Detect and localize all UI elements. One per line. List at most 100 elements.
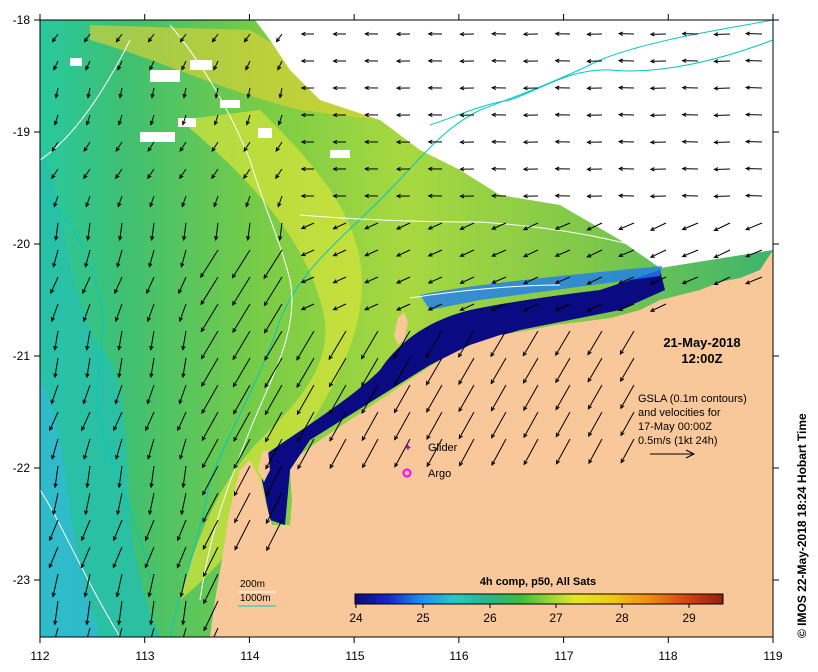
velocity-arrow [426, 384, 443, 413]
velocity-arrowhead [53, 202, 58, 208]
velocity-arrowhead [144, 536, 150, 542]
velocity-arrowhead [744, 112, 750, 117]
velocity-arrowhead [180, 510, 185, 516]
velocity-arrow [620, 384, 635, 409]
velocity-arrowhead [713, 140, 719, 145]
velocity-arrow [650, 276, 667, 285]
velocity-arrow [51, 303, 59, 322]
velocity-arrowhead [491, 279, 497, 284]
velocity-arrowhead [145, 426, 150, 432]
velocity-arrowhead [522, 307, 528, 312]
velocity-arrow [247, 87, 251, 98]
lat-tick-label: -23 [13, 573, 31, 587]
isobath-200m-3 [409, 284, 561, 299]
velocity-arrowhead [83, 37, 89, 43]
velocity-arrow [150, 114, 155, 125]
velocity-arrowhead [201, 436, 206, 442]
warm-tongue [180, 110, 362, 600]
velocity-arrowhead [364, 166, 370, 172]
velocity-arrow [55, 87, 59, 98]
velocity-arrowhead [649, 140, 655, 145]
glider-label: Glider [428, 442, 458, 454]
isobath-1000m-label: 1000m [240, 593, 271, 604]
velocity-arrow [396, 303, 411, 311]
velocity-arrow [296, 330, 315, 361]
axis-ticks [34, 14, 779, 643]
colorbar-tick-label: 24 [349, 611, 363, 625]
velocity-arrow [246, 114, 251, 125]
velocity-arrow [147, 303, 155, 322]
velocity-arrowhead [300, 279, 306, 284]
velocity-arrow [555, 330, 571, 356]
velocity-arrow [265, 465, 283, 497]
velocity-arrow [426, 357, 443, 385]
velocity-arrow [150, 627, 155, 637]
velocity-arrows [48, 31, 763, 637]
velocity-arrowhead [364, 58, 370, 64]
velocity-arrowhead [681, 226, 687, 231]
island-detail [258, 450, 270, 482]
velocity-arrow [263, 276, 283, 306]
velocity-arrowhead [51, 592, 56, 598]
velocity-arrowhead [263, 301, 268, 307]
velocity-arrowhead [181, 620, 186, 626]
velocity-arrowhead [395, 279, 401, 284]
velocity-arrow [54, 627, 59, 637]
velocity-arrowhead [393, 354, 398, 360]
velocity-arrow [714, 168, 731, 170]
velocity-arrowhead [395, 193, 401, 199]
velocity-arrow [203, 546, 219, 577]
velocity-arrow [243, 141, 251, 152]
argo-marker-icon [402, 468, 412, 478]
velocity-arrowhead [713, 113, 719, 118]
velocity-arrow [149, 60, 155, 70]
velocity-arrow [213, 195, 219, 207]
velocity-arrowhead [332, 85, 338, 91]
velocity-arrowhead [300, 58, 306, 64]
velocity-arrow [394, 438, 411, 468]
marker-legend: ✦ Glider Argo [402, 442, 458, 480]
velocity-arrowhead [213, 202, 218, 208]
cool-southwest-band [40, 380, 100, 637]
velocity-arrowhead [459, 166, 465, 172]
velocity-arrowhead [149, 120, 155, 126]
velocity-arrow [87, 87, 91, 98]
lon-tick-label: 119 [763, 649, 782, 663]
velocity-arrowhead [457, 352, 463, 358]
velocity-arrow [149, 195, 155, 207]
velocity-arrow [523, 276, 539, 285]
velocity-arrowhead [117, 373, 122, 379]
velocity-arrow [150, 465, 155, 488]
velocity-arrowhead [393, 408, 398, 414]
velocity-arrowhead [300, 166, 306, 172]
velocity-arrowhead [245, 120, 251, 126]
velocity-arrowhead [744, 139, 750, 144]
velocity-arrowhead [231, 273, 237, 279]
velocity-arrow [118, 627, 123, 637]
velocity-arrow [118, 465, 123, 488]
velocity-arrow [746, 141, 763, 143]
velocity-arrowhead [522, 280, 528, 285]
velocity-arrowhead [246, 235, 251, 242]
isobath-1000m-2 [429, 39, 773, 126]
velocity-arrow [176, 546, 187, 568]
velocity-arrowhead [214, 235, 219, 242]
velocity-arrowhead [53, 65, 58, 71]
velocity-arrowhead [149, 620, 154, 626]
glider-marker-icon: ✦ [404, 443, 412, 454]
velocity-arrowhead [522, 31, 528, 37]
velocity-arrow [555, 384, 571, 410]
velocity-arrow [396, 249, 411, 257]
velocity-arrow [243, 168, 251, 179]
velocity-arrow [296, 357, 315, 388]
velocity-arrowhead [713, 86, 719, 91]
lon-tick-label: 116 [449, 649, 468, 663]
velocity-arrowhead [427, 112, 433, 118]
velocity-arrowhead [586, 32, 592, 37]
velocity-arrowhead [50, 317, 55, 323]
velocity-arrowhead [85, 202, 90, 208]
velocity-arrowhead [620, 377, 625, 383]
velocity-arrow [618, 303, 635, 311]
velocity-arrowhead [649, 194, 655, 199]
velocity-arrow [329, 357, 347, 387]
